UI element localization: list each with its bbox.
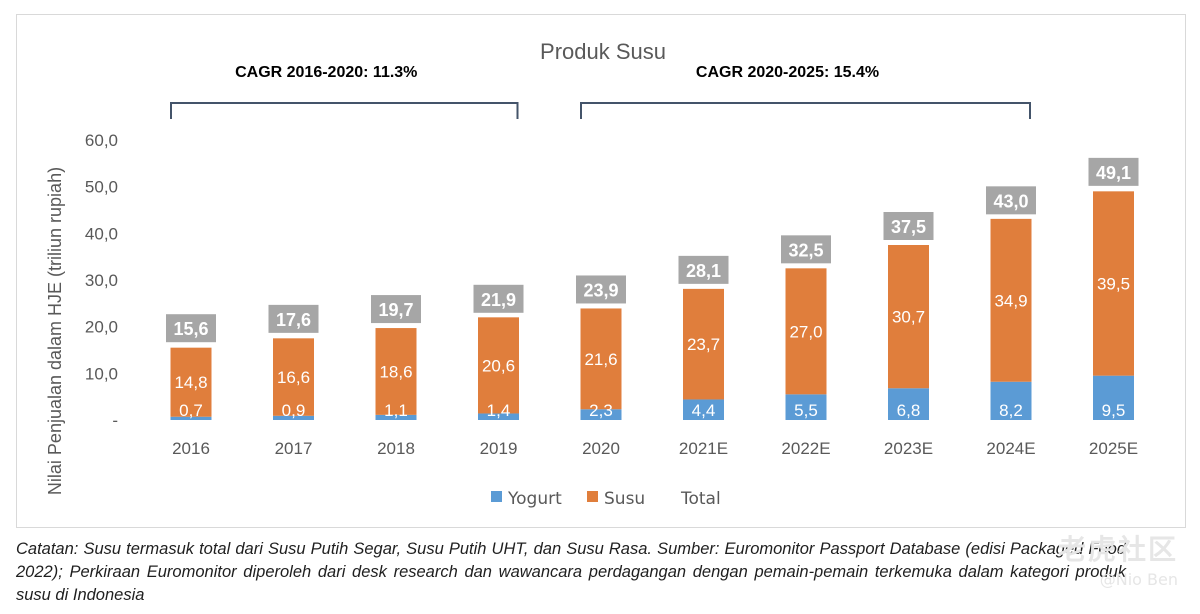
x-tick-label: 2020 [582, 439, 620, 458]
total-label-box [268, 304, 319, 333]
yogurt-value-label: 0,9 [282, 401, 306, 420]
total-label-box [576, 275, 626, 304]
yogurt-value-label: 5,5 [794, 401, 818, 420]
total-label-box [781, 235, 831, 264]
susu-value-label: 16,6 [277, 368, 310, 387]
susu-value-label: 34,9 [994, 291, 1027, 310]
bars: 0,7 14,8 15,6 0,9 16,6 17,6 1,1 18,6 19,7 1,4 20,6… [166, 157, 1139, 420]
total-value-label: 15,6 [173, 319, 208, 339]
total-label-box [678, 255, 729, 284]
susu-value-label: 20,6 [482, 356, 515, 375]
chart-container: Produk Susu Nilai Penjualan dalam HJE (t… [16, 14, 1186, 528]
cagr-label: CAGR 2020-2025: 15.4% [696, 64, 879, 81]
cagr-bracket [580, 102, 1031, 119]
susu-value-label: 23,7 [687, 335, 720, 354]
y-tick-label: - [112, 411, 118, 430]
total-value-label: 23,9 [583, 280, 618, 300]
cagr-annotations: CAGR 2016-2020: 11.3% CAGR 2020-2025: 15.… [170, 64, 1031, 119]
total-value-label: 21,9 [481, 290, 516, 310]
watermark: 老虎社区 @Nio Ben [1058, 528, 1178, 589]
total-label-box [883, 212, 934, 240]
yogurt-value-label: 2,3 [589, 401, 613, 420]
susu-value-label: 21,6 [584, 350, 617, 369]
total-label-box [371, 295, 421, 324]
susu-bar [683, 288, 724, 400]
stacked-bar-chart: Produk Susu Nilai Penjualan dalam HJE (t… [45, 39, 1139, 509]
susu-value-label: 39,5 [1097, 275, 1130, 294]
legend-swatch-susu [587, 491, 598, 502]
x-tick-label: 2017 [275, 439, 313, 458]
y-axis-ticks: - 10,0 20,0 30,0 40,0 50,0 60,0 [85, 131, 118, 430]
legend-label-susu: Susu [604, 489, 645, 509]
yogurt-value-label: 0,7 [179, 401, 203, 420]
x-tick-label: 2021E [679, 439, 728, 458]
total-value-label: 49,1 [1096, 163, 1131, 183]
susu-bar [785, 268, 827, 395]
susu-value-label: 27,0 [789, 322, 822, 341]
y-tick-label: 20,0 [85, 318, 118, 337]
susu-bar [478, 317, 519, 414]
cagr-label: CAGR 2016-2020: 11.3% [235, 64, 417, 81]
total-value-label: 37,5 [891, 217, 926, 237]
yogurt-bar [170, 416, 212, 420]
total-label-box [1088, 157, 1139, 186]
yogurt-bar [888, 388, 929, 420]
cagr-bracket [170, 102, 519, 119]
watermark-logo: 老虎社区 [1057, 533, 1178, 566]
x-tick-label: 2024E [986, 439, 1035, 458]
x-tick-label: 2016 [172, 439, 210, 458]
yogurt-value-label: 6,8 [897, 401, 921, 420]
yogurt-bar [375, 414, 417, 420]
x-tick-label: 2019 [480, 439, 518, 458]
yogurt-value-label: 9,5 [1102, 401, 1126, 420]
legend: Yogurt Susu Total [491, 489, 721, 509]
chart-title: Produk Susu [540, 39, 666, 64]
y-tick-label: 50,0 [85, 178, 118, 197]
susu-bar [580, 308, 622, 410]
x-tick-label: 2025E [1089, 439, 1138, 458]
legend-swatch-yogurt [491, 491, 502, 502]
yogurt-value-label: 1,1 [384, 401, 408, 420]
total-value-label: 43,0 [993, 191, 1028, 211]
susu-value-label: 30,7 [892, 308, 925, 327]
susu-bar [170, 347, 212, 417]
total-value-label: 17,6 [276, 310, 311, 330]
total-label-box [473, 284, 524, 313]
x-tick-label: 2022E [781, 439, 830, 458]
yogurt-bar [580, 409, 622, 420]
legend-label-yogurt: Yogurt [507, 489, 562, 509]
chart-caption: Catatan: Susu termasuk total dari Susu P… [16, 540, 1126, 604]
yogurt-value-label: 8,2 [999, 401, 1023, 420]
yogurt-bar [273, 415, 314, 420]
legend-label-total: Total [680, 489, 721, 509]
total-value-label: 32,5 [788, 240, 823, 260]
yogurt-bar [990, 381, 1032, 420]
total-value-label: 19,7 [378, 300, 413, 320]
y-axis-label: Nilai Penjualan dalam HJE (triliun rupia… [45, 167, 65, 495]
y-tick-label: 10,0 [85, 364, 118, 383]
susu-bar [888, 245, 929, 389]
susu-bar [273, 338, 314, 416]
susu-bar [375, 328, 417, 415]
y-tick-label: 30,0 [85, 271, 118, 290]
x-axis-ticks: 2016 2017 2018 2019 2020 2021E 2022E 2023E 2024E… [172, 439, 1138, 458]
yogurt-value-label: 4,4 [692, 401, 716, 420]
y-tick-label: 40,0 [85, 224, 118, 243]
total-label-box [986, 186, 1036, 215]
yogurt-bar [478, 413, 519, 420]
x-tick-label: 2023E [884, 439, 933, 458]
susu-bar [990, 218, 1032, 382]
susu-value-label: 14,8 [174, 373, 207, 392]
total-label-box [166, 314, 216, 343]
susu-value-label: 18,6 [379, 362, 412, 381]
total-value-label: 28,1 [686, 261, 721, 281]
yogurt-bar [1093, 375, 1134, 420]
yogurt-bar [785, 394, 827, 420]
y-tick-label: 60,0 [85, 131, 118, 150]
x-tick-label: 2018 [377, 439, 415, 458]
yogurt-bar [683, 399, 724, 420]
yogurt-value-label: 1,4 [487, 401, 511, 420]
watermark-user: @Nio Ben [1099, 570, 1178, 589]
susu-bar [1093, 191, 1134, 376]
